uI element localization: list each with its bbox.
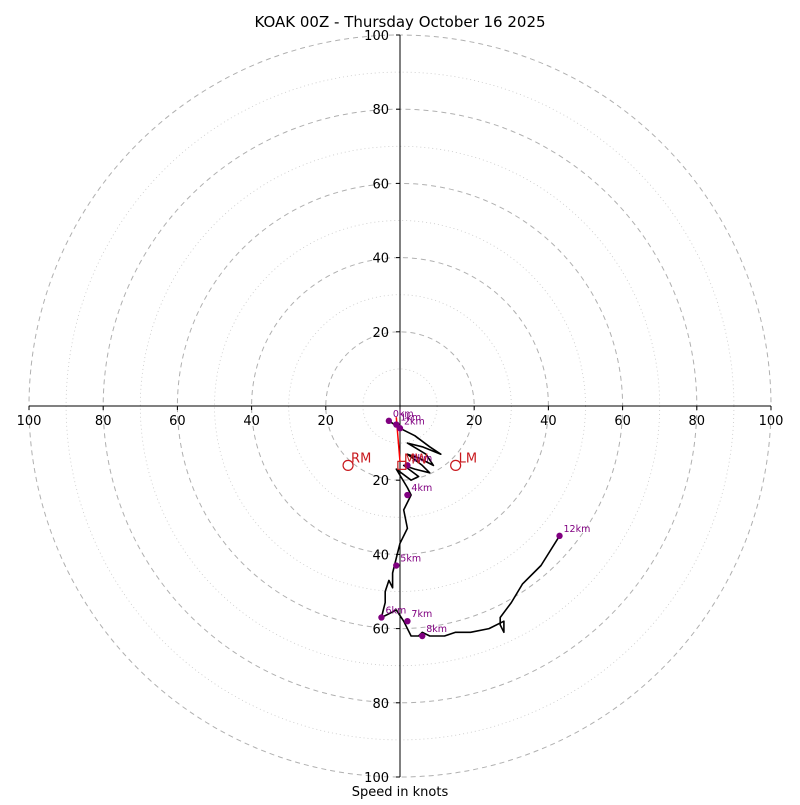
y-tick-label: 40 — [372, 548, 389, 563]
y-tick-label: 40 — [372, 252, 389, 267]
height-marker-label: 6km — [385, 605, 406, 616]
x-tick-label: 40 — [243, 414, 260, 429]
storm-motion-label: LM — [459, 451, 477, 466]
height-marker — [396, 425, 404, 432]
y-tick-label: 100 — [364, 29, 389, 44]
mean-wind-label: MW — [404, 452, 428, 467]
x-tick-label: 100 — [759, 414, 784, 429]
y-tick-label: 60 — [372, 623, 389, 638]
x-tick-label: 40 — [540, 414, 557, 429]
height-marker-label: 1km — [400, 413, 421, 424]
chart-title: KOAK 00Z - Thursday October 16 2025 — [254, 13, 545, 31]
y-tick-label: 100 — [364, 771, 389, 786]
height-marker-label: 3km — [411, 453, 432, 464]
height-marker-label: 0km — [393, 409, 414, 420]
x-axis-label: Speed in knots — [352, 785, 449, 800]
hodograph-trace — [380, 420, 561, 637]
x-tick-label: 80 — [95, 414, 112, 429]
storm-motion-label: RM — [351, 451, 371, 466]
y-tick-label: 20 — [372, 474, 389, 489]
height-marker-label: 12km — [564, 524, 591, 535]
height-marker — [419, 632, 426, 640]
hodograph-trace-group — [380, 417, 561, 637]
x-tick-label: 80 — [689, 414, 706, 429]
height-marker — [393, 562, 400, 569]
height-marker — [556, 532, 563, 540]
x-tick-label: 20 — [318, 414, 335, 429]
height-marker — [385, 417, 393, 425]
axes — [29, 35, 771, 777]
y-tick-label: 80 — [372, 103, 389, 118]
height-marker — [378, 614, 385, 621]
height-marker-label: 2km — [404, 416, 425, 427]
mean-wind-marker — [397, 460, 407, 470]
x-tick-label: 60 — [169, 414, 186, 429]
height-marker — [404, 491, 411, 499]
y-tick-label: 80 — [372, 697, 389, 712]
x-tick-label: 20 — [466, 414, 483, 429]
tick-labels: 100 80 60 40 20 20 40 60 80 100 20 40 60 80 100 20 40 60 8… — [17, 29, 784, 786]
height-marker — [404, 617, 411, 625]
height-marker-label: 5km — [400, 554, 421, 565]
y-tick-label: 60 — [372, 177, 389, 192]
x-tick-label: 100 — [17, 414, 42, 429]
x-tick-label: 60 — [614, 414, 631, 429]
height-marker-label: 4km — [411, 483, 432, 494]
y-tick-label: 20 — [372, 326, 389, 341]
storm-motion-marker — [342, 459, 354, 471]
storm-motions: RM LM MW — [342, 451, 477, 471]
height-marker-label: 8km — [426, 624, 447, 635]
storm-motion-marker — [450, 459, 462, 471]
height-marker-label: 7km — [411, 609, 432, 620]
